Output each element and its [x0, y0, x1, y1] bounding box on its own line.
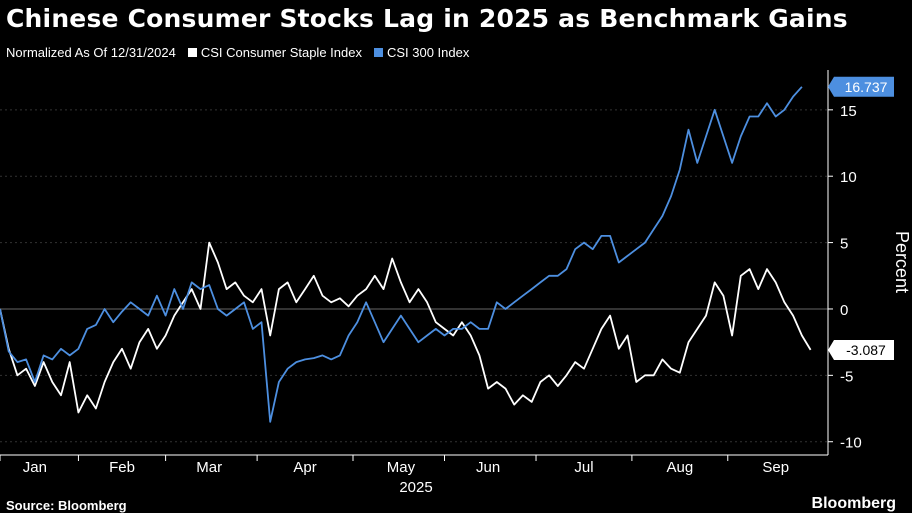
x-tick-label: May: [387, 459, 416, 476]
series-lines: [0, 86, 812, 423]
x-tick-label: Jan: [23, 459, 47, 476]
x-tick-label: Apr: [293, 459, 316, 476]
y-tick-label: 15: [840, 103, 857, 120]
y-tick-label: 10: [840, 169, 857, 186]
series-line-csi300: [0, 86, 803, 423]
y-tick-label: 0: [840, 302, 848, 319]
badge-value-consumer: -3.087: [846, 342, 886, 358]
y-axis-label: Percent: [892, 231, 912, 293]
last-value-badges: -3.087 16.737: [828, 76, 894, 360]
grid-lines: [0, 109, 828, 443]
y-tick-label: 5: [840, 236, 848, 253]
x-tick-label: Mar: [196, 459, 222, 476]
badge-csi300: [828, 76, 894, 97]
x-tick-label: Aug: [666, 459, 693, 476]
bloomberg-logo: Bloomberg: [811, 495, 896, 512]
axes: -10 -5 0 5 10 15 Jan Feb Mar Apr May Jun Jul Aug Sep: [0, 70, 862, 476]
x-tick-label: Jul: [574, 459, 593, 476]
legend-subtitle: Normalized As Of 12/31/2024: [6, 45, 176, 60]
series-line-consumer: [0, 241, 812, 414]
source-note: Source: Bloomberg: [6, 498, 127, 513]
legend-label-csi300: CSI 300 Index: [386, 45, 470, 60]
legend-label-consumer: CSI Consumer Staple Index: [200, 45, 362, 60]
x-tick-label: Sep: [762, 459, 789, 476]
y-tick-label: -5: [840, 368, 853, 385]
x-tick-label: Jun: [476, 459, 500, 476]
legend-swatch-consumer: [187, 48, 197, 57]
legend-swatch-csi300: [373, 48, 383, 57]
chart-title: Chinese Consumer Stocks Lag in 2025 as B…: [6, 4, 848, 33]
badge-value-csi300: 16.737: [845, 79, 888, 95]
badge-consumer: [828, 339, 894, 360]
y-tick-label: -10: [840, 435, 862, 452]
x-tick-label: Feb: [109, 459, 135, 476]
legend: Normalized As Of 12/31/2024 CSI Consumer…: [6, 45, 469, 60]
x-axis-label: 2025: [399, 479, 432, 496]
